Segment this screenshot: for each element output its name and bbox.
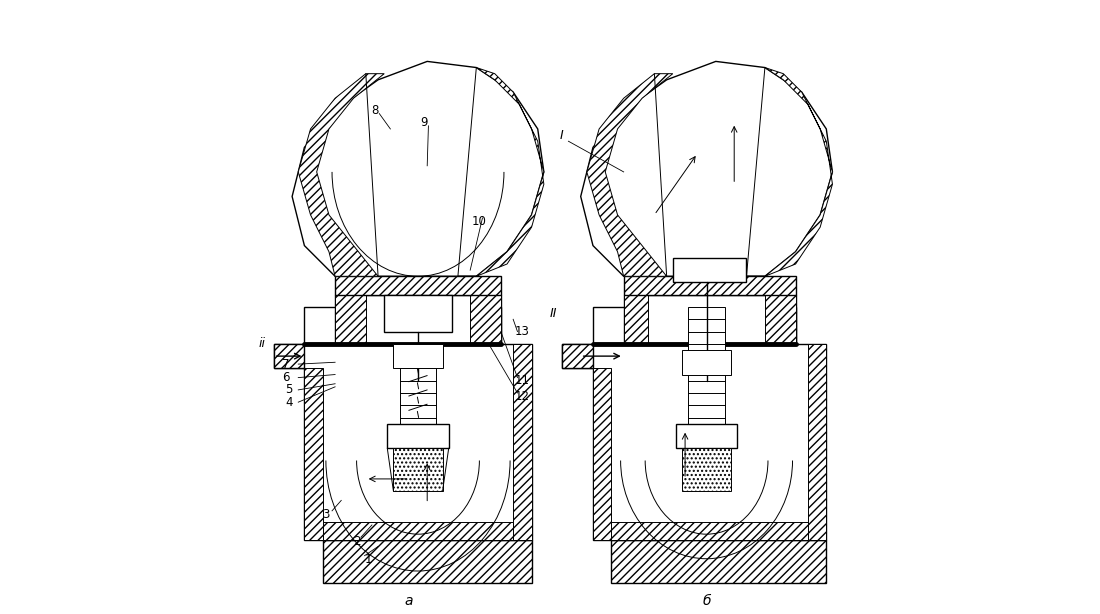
Polygon shape [274,307,531,540]
Polygon shape [458,68,543,276]
Polygon shape [399,344,437,430]
Polygon shape [305,368,322,540]
Polygon shape [322,540,531,583]
Text: 5: 5 [285,383,293,397]
Polygon shape [586,74,673,276]
Text: 13: 13 [515,325,530,338]
Text: 12: 12 [515,389,530,403]
Polygon shape [675,424,737,448]
Text: 8: 8 [372,104,378,117]
Text: 1: 1 [365,553,373,567]
Polygon shape [514,344,531,540]
Polygon shape [747,68,833,276]
Polygon shape [624,295,648,344]
Polygon shape [689,307,725,430]
Text: 10: 10 [472,214,487,228]
Polygon shape [612,540,826,583]
Polygon shape [764,295,795,344]
Polygon shape [298,74,384,276]
Text: б: б [702,594,711,608]
Polygon shape [581,61,833,276]
Polygon shape [336,295,366,344]
Polygon shape [384,295,452,332]
Polygon shape [562,307,826,540]
Polygon shape [336,295,500,344]
Polygon shape [673,258,747,282]
Polygon shape [682,448,732,491]
Text: 2: 2 [353,535,361,548]
Polygon shape [624,276,795,295]
Polygon shape [394,344,442,368]
Polygon shape [274,344,305,368]
Polygon shape [293,61,543,276]
Text: II: II [550,306,558,320]
Text: 7: 7 [283,357,289,371]
Text: 9: 9 [420,116,428,130]
Polygon shape [612,522,807,540]
Text: ii: ii [258,337,265,351]
Text: 4: 4 [285,395,293,409]
Polygon shape [394,448,442,491]
Polygon shape [470,295,500,344]
Text: а: а [405,594,412,608]
Polygon shape [624,295,795,344]
Polygon shape [387,424,449,448]
Polygon shape [322,522,514,540]
Text: 3: 3 [322,508,330,521]
Text: 6: 6 [283,371,289,384]
Polygon shape [562,344,593,368]
Text: I: I [559,128,563,142]
Polygon shape [336,276,500,295]
Text: 11: 11 [515,374,530,387]
Polygon shape [593,368,612,540]
Polygon shape [682,350,732,375]
Polygon shape [807,344,826,540]
